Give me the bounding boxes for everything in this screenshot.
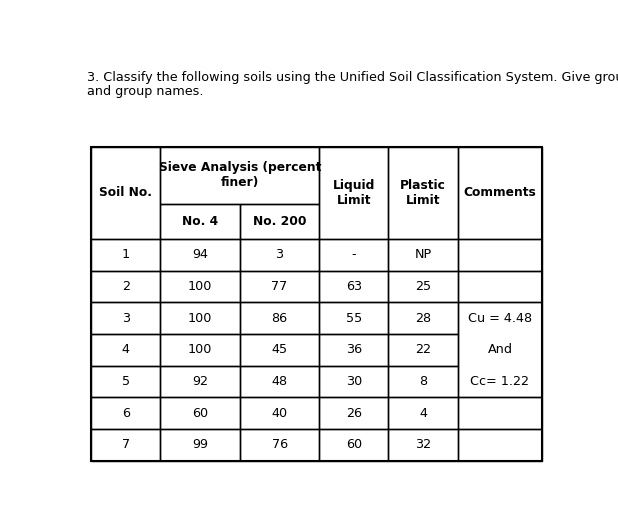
Bar [161,429,240,460]
Bar [320,302,389,334]
Text: 48: 48 [271,375,287,388]
Text: 4: 4 [419,407,427,420]
Bar [91,270,161,303]
Bar [240,270,320,303]
Text: 40: 40 [271,407,287,420]
Text: 22: 22 [415,343,431,356]
Text: 3. Classify the following soils using the Unified Soil Classification System. Gi: 3. Classify the following soils using th… [87,71,618,84]
Bar [389,397,458,429]
Text: 6: 6 [122,407,130,420]
Bar [161,147,320,204]
Text: 3: 3 [276,248,284,261]
Bar [458,302,542,397]
Text: Cc= 1.22: Cc= 1.22 [470,375,530,388]
Text: 60: 60 [346,438,362,451]
Text: 28: 28 [415,312,431,325]
Text: 99: 99 [192,438,208,451]
Bar [91,239,161,270]
Bar [240,204,320,239]
Bar [161,302,240,334]
Text: 3: 3 [122,312,130,325]
Text: 63: 63 [346,280,362,293]
Bar [161,397,240,429]
Text: Liquid
Limit: Liquid Limit [332,178,375,207]
Text: 4: 4 [122,343,130,356]
Bar [389,270,458,303]
Bar [91,147,542,460]
Bar [320,429,389,460]
Text: 77: 77 [271,280,288,293]
Bar [458,146,542,239]
Bar [458,270,542,303]
Text: 8: 8 [419,375,427,388]
Bar [320,270,389,303]
Text: And: And [488,343,512,356]
Bar [161,204,240,239]
Text: Plastic
Limit: Plastic Limit [400,178,446,207]
Bar [458,397,542,429]
Text: 60: 60 [192,407,208,420]
Text: -: - [352,248,356,261]
Text: 55: 55 [345,312,362,325]
Text: 25: 25 [415,280,431,293]
Text: 76: 76 [271,438,287,451]
Bar [240,365,320,397]
Text: 32: 32 [415,438,431,451]
Bar [161,270,240,303]
Bar [161,334,240,366]
Bar [458,429,542,460]
Bar [91,146,161,239]
Bar [389,429,458,460]
Bar [91,397,161,429]
Bar [320,239,389,270]
Text: 45: 45 [271,343,287,356]
Bar [320,365,389,397]
Text: Comments: Comments [464,186,536,199]
Text: 36: 36 [346,343,362,356]
Bar [389,365,458,397]
Text: 30: 30 [345,375,362,388]
Text: Sieve Analysis (percent
finer): Sieve Analysis (percent finer) [159,162,321,190]
Bar [91,334,161,366]
Text: 100: 100 [188,312,213,325]
Bar [389,146,458,239]
Bar [161,239,240,270]
Text: 26: 26 [346,407,362,420]
Text: 1: 1 [122,248,130,261]
Bar [240,334,320,366]
Bar [389,239,458,270]
Text: Cu = 4.48: Cu = 4.48 [468,312,532,325]
Bar [389,334,458,366]
Text: 100: 100 [188,280,213,293]
Text: No. 200: No. 200 [253,215,307,228]
Text: 100: 100 [188,343,213,356]
Bar [320,397,389,429]
Bar [91,302,161,334]
Bar [240,429,320,460]
Bar [320,334,389,366]
Bar [161,365,240,397]
Text: 92: 92 [192,375,208,388]
Text: Soil No.: Soil No. [99,186,152,199]
Text: and group names.: and group names. [87,85,203,98]
Text: 5: 5 [122,375,130,388]
Bar [320,146,389,239]
Bar [240,302,320,334]
Bar [458,239,542,270]
Text: 94: 94 [192,248,208,261]
Text: NP: NP [415,248,432,261]
Bar [91,429,161,460]
Bar [389,302,458,334]
Bar [240,239,320,270]
Bar [91,365,161,397]
Text: 7: 7 [122,438,130,451]
Text: 2: 2 [122,280,130,293]
Text: 86: 86 [271,312,287,325]
Text: No. 4: No. 4 [182,215,218,228]
Bar [240,397,320,429]
